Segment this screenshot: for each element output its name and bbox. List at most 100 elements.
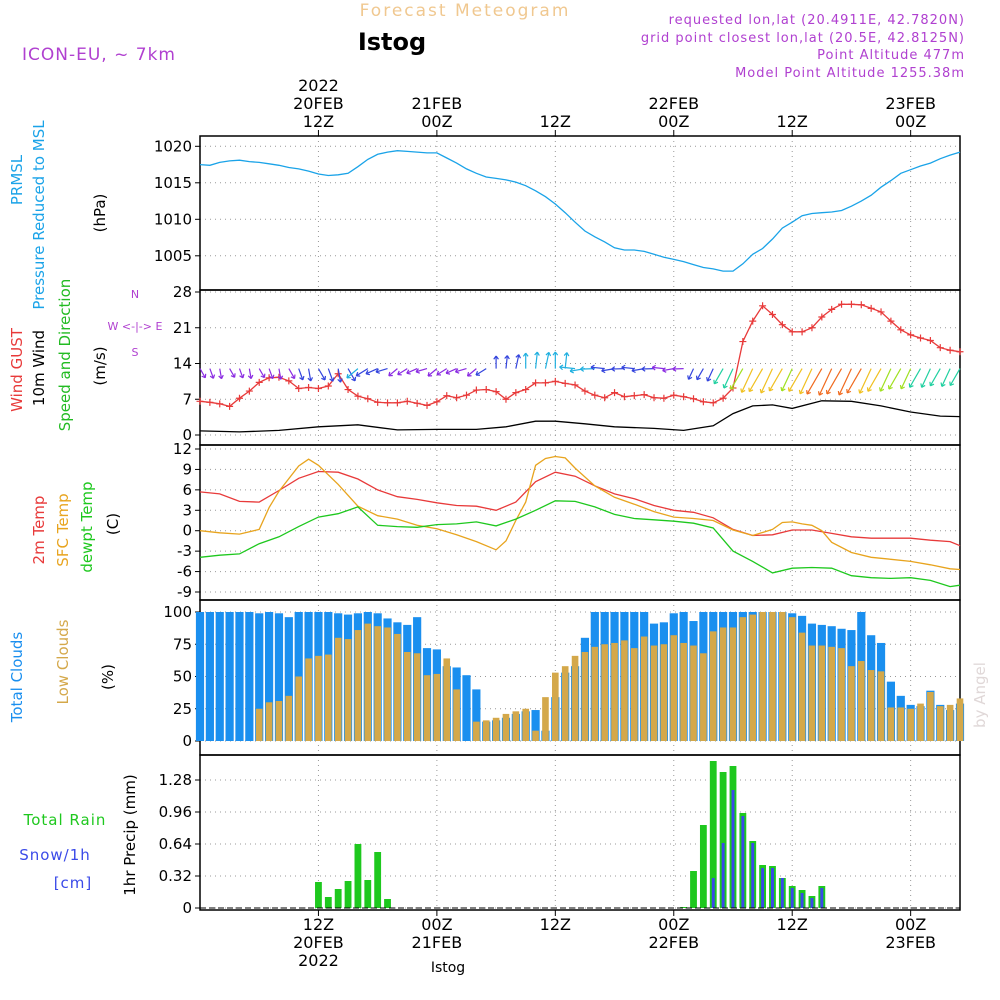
y-tick-label: 1015 bbox=[154, 174, 192, 192]
wind-direction-arrow bbox=[909, 368, 922, 388]
snow-bar bbox=[721, 843, 725, 908]
wind-direction-arrow bbox=[397, 368, 408, 376]
wind-direction-arrowhead bbox=[768, 386, 774, 392]
low-cloud-bar bbox=[542, 697, 549, 741]
rain-label: Total Rain bbox=[23, 811, 107, 829]
wind-direction-arrowhead bbox=[846, 388, 852, 394]
gust-line-point bbox=[216, 400, 224, 408]
requested-coords: requested lon,lat (20.4911E, 42.7820N) bbox=[669, 13, 965, 28]
wind-direction-arrow bbox=[327, 368, 334, 382]
wind-direction-arrow bbox=[838, 368, 852, 396]
gust-line-point bbox=[670, 391, 678, 399]
cloud-unit-label: (%) bbox=[99, 664, 117, 690]
gust-line-point bbox=[749, 317, 757, 325]
rain-bar bbox=[690, 871, 697, 908]
wind-direction-arrow bbox=[248, 368, 252, 379]
gust-line-point bbox=[561, 379, 569, 387]
gust-line-point bbox=[798, 328, 806, 336]
wind-direction-arrowhead bbox=[631, 367, 636, 374]
wind-direction-arrow bbox=[652, 366, 664, 370]
wind-direction-arrowhead bbox=[590, 364, 595, 371]
snow-bar bbox=[731, 790, 735, 908]
wind-direction-arrowhead bbox=[858, 389, 864, 394]
gust-line-point bbox=[709, 399, 717, 407]
low-cloud-bar bbox=[532, 730, 539, 741]
wind-direction-arrow bbox=[406, 368, 418, 374]
closest-coords: grid point closest lon,lat (20.5E, 42.81… bbox=[641, 31, 965, 46]
wind-direction-arrow bbox=[427, 368, 438, 377]
snow-bar bbox=[810, 898, 814, 908]
wind-frame bbox=[199, 289, 961, 446]
credit-watermark: by Angel bbox=[971, 662, 989, 728]
y-tick-label: 50 bbox=[173, 668, 192, 686]
y-tick-label: 100 bbox=[163, 603, 192, 621]
wind-direction-arrowhead bbox=[740, 388, 746, 393]
y-tick-label: -3 bbox=[177, 542, 192, 560]
low-cloud-bar bbox=[670, 635, 678, 741]
wind-direction-arrowhead bbox=[475, 371, 481, 376]
gust-line-point bbox=[630, 392, 638, 400]
time-label-bottom-hour: 12Z bbox=[777, 915, 808, 934]
wind-direction-arrowhead bbox=[908, 383, 914, 388]
wind-direction-arrow bbox=[723, 368, 734, 389]
low-cloud-bar bbox=[808, 645, 816, 741]
wind-direction-arrowhead bbox=[436, 370, 442, 376]
model-altitude: Model Point Altitude 1255.38m bbox=[735, 66, 965, 81]
wind-direction-arrowhead bbox=[899, 384, 905, 390]
low-cloud-bar bbox=[729, 627, 737, 741]
low-cloud-bar bbox=[917, 703, 924, 741]
low-cloud-bar bbox=[690, 645, 697, 741]
wind-direction-arrow bbox=[317, 368, 326, 381]
wind-direction-arrow bbox=[590, 366, 605, 370]
gust-line-point bbox=[917, 334, 925, 342]
total-cloud-bar bbox=[472, 689, 481, 741]
low-cloud-bar bbox=[857, 661, 865, 741]
gust-line-point bbox=[482, 386, 490, 394]
gust-line-point bbox=[611, 389, 619, 397]
low-cloud-bar bbox=[384, 627, 391, 741]
total-cloud-bar bbox=[195, 612, 205, 741]
wind-direction-arrow bbox=[365, 368, 378, 375]
snow-bar bbox=[751, 843, 755, 908]
gust-line bbox=[199, 303, 961, 408]
wind-direction-arrowhead bbox=[445, 369, 451, 375]
wind-direction-arrowhead bbox=[713, 379, 719, 385]
time-label-bottom-date: 21FEB bbox=[412, 933, 463, 952]
wind-direction-arrowhead bbox=[388, 371, 393, 377]
gust-line-point bbox=[512, 389, 520, 397]
dewpt-line bbox=[199, 500, 961, 588]
wind-direction-arrow bbox=[307, 368, 312, 382]
wind-direction-arrowhead bbox=[559, 364, 564, 371]
low-cloud-bar bbox=[403, 651, 411, 741]
y-tick-label: 25 bbox=[173, 700, 192, 718]
rain-bar bbox=[344, 881, 352, 908]
time-label-top-date: 21FEB bbox=[412, 94, 463, 113]
wind-direction-arrowhead bbox=[662, 367, 667, 373]
wind-direction-arrow bbox=[900, 368, 912, 390]
low-cloud-bar bbox=[907, 708, 914, 741]
wind-direction-arrow bbox=[806, 368, 823, 395]
wind-direction-arrowhead bbox=[651, 364, 656, 371]
wind10-label: 10m Wind bbox=[30, 330, 48, 406]
gust-line-point bbox=[591, 391, 599, 399]
wind-direction-arrowhead bbox=[239, 373, 245, 379]
y-tick-label: 0 bbox=[182, 732, 192, 750]
wind-direction-arrowhead bbox=[201, 373, 207, 379]
gust-line-point bbox=[551, 377, 559, 385]
gust-line-point bbox=[413, 399, 421, 407]
wind-direction-arrow bbox=[515, 354, 520, 369]
wind-direction-arrowhead bbox=[759, 388, 765, 394]
gust-line-point bbox=[650, 394, 658, 402]
time-label-top-date: 23FEB bbox=[885, 94, 936, 113]
wind-direction-arrowhead bbox=[321, 375, 327, 381]
point-altitude: Point Altitude 477m bbox=[817, 48, 965, 63]
y-tick-label: -9 bbox=[177, 583, 192, 601]
snow-bar bbox=[741, 816, 745, 908]
wind-direction-arrowhead bbox=[798, 389, 804, 395]
gust-line-point bbox=[759, 302, 767, 310]
wind-direction-arrow bbox=[621, 366, 635, 370]
wind-direction-arrow bbox=[879, 368, 892, 392]
precip-frame bbox=[199, 754, 961, 911]
wind-direction-arrowhead bbox=[466, 371, 472, 377]
compass-n: N bbox=[131, 288, 139, 301]
